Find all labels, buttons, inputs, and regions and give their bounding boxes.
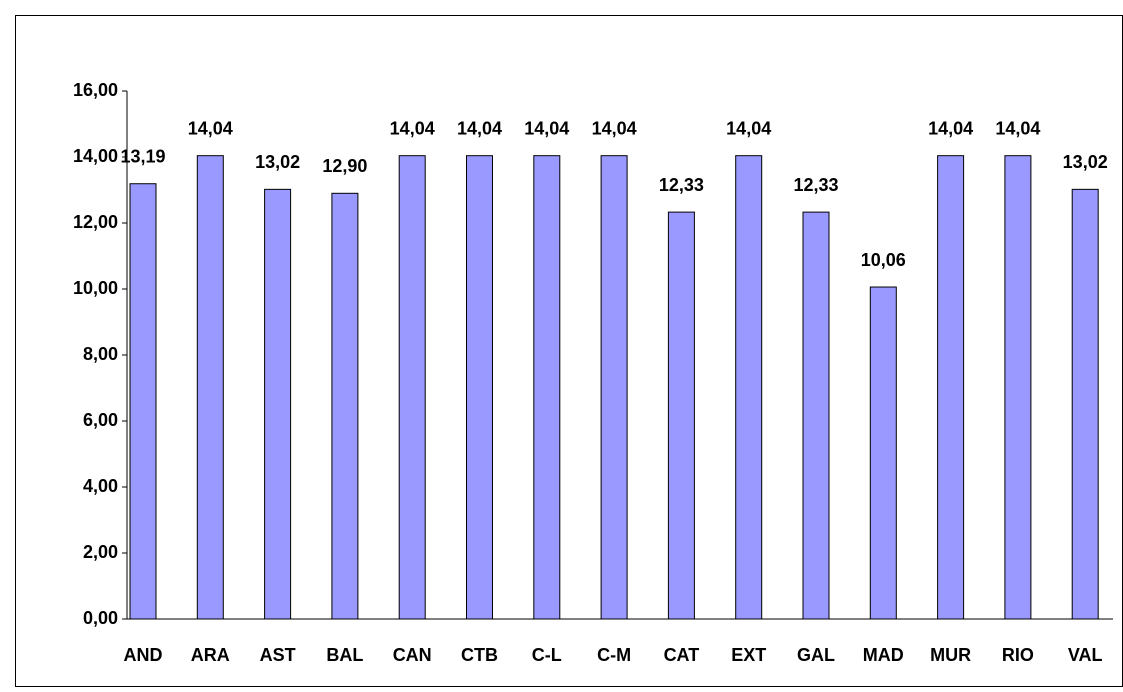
data-label: 14,04 [995, 118, 1040, 138]
x-tick-label: VAL [1068, 645, 1103, 665]
y-tick-label: 2,00 [83, 542, 118, 562]
y-tick-label: 8,00 [83, 344, 118, 364]
bar [196, 155, 224, 620]
bar [331, 192, 359, 620]
data-label: 14,04 [457, 118, 502, 138]
data-label: 14,04 [928, 118, 973, 138]
x-tick-label: CTB [461, 645, 498, 665]
data-label: 10,06 [861, 250, 906, 270]
data-label: 13,02 [1063, 152, 1108, 172]
data-label: 14,04 [524, 118, 569, 138]
x-tick-label: CAT [664, 645, 700, 665]
y-tick-label: 6,00 [83, 410, 118, 430]
bar [264, 188, 292, 620]
x-tick-label: MAD [863, 645, 904, 665]
y-tick-label: 12,00 [73, 212, 118, 232]
x-tick-label: MUR [930, 645, 971, 665]
y-tick-label: 14,00 [73, 146, 118, 166]
data-label: 12,90 [322, 156, 367, 176]
x-tick-label: RIO [1002, 645, 1034, 665]
x-tick-label: GAL [797, 645, 835, 665]
x-tick-label: C-M [597, 645, 631, 665]
bar [1071, 188, 1099, 620]
y-tick-label: 4,00 [83, 476, 118, 496]
data-label: 14,04 [726, 118, 771, 138]
bar [600, 155, 628, 620]
x-tick-label: BAL [326, 645, 363, 665]
bar [667, 211, 695, 620]
x-tick-label: CAN [393, 645, 432, 665]
data-label: 13,02 [255, 152, 300, 172]
data-label: 14,04 [390, 118, 435, 138]
bar [533, 155, 561, 620]
bar [129, 183, 157, 620]
bar [937, 155, 965, 620]
y-tick-label: 10,00 [73, 278, 118, 298]
x-tick-label: ARA [191, 645, 230, 665]
x-tick-label: C-L [532, 645, 562, 665]
y-tick-label: 0,00 [83, 608, 118, 628]
data-label: 13,19 [120, 146, 165, 166]
data-label: 14,04 [188, 118, 233, 138]
bar [869, 286, 897, 620]
data-label: 12,33 [659, 175, 704, 195]
data-label: 12,33 [793, 175, 838, 195]
bar [802, 211, 830, 620]
x-tick-label: EXT [731, 645, 766, 665]
x-tick-label: AND [124, 645, 163, 665]
bar [466, 155, 493, 620]
y-tick-label: 16,00 [73, 80, 118, 100]
bar [735, 155, 763, 620]
bar [1004, 155, 1032, 620]
x-tick-label: AST [260, 645, 296, 665]
bar [398, 155, 426, 620]
data-label: 14,04 [592, 118, 637, 138]
